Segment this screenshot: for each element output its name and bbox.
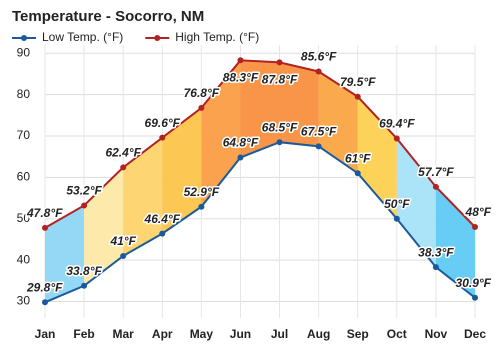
data-point — [81, 282, 88, 289]
data-point — [198, 203, 205, 210]
value-label: 29.8°F — [26, 280, 63, 294]
series-line — [44, 59, 476, 229]
y-tick-label: 60 — [17, 170, 31, 184]
value-label: 47.8°F — [26, 206, 63, 220]
x-tick-label: Nov — [425, 327, 448, 341]
y-tick-label: 80 — [17, 87, 31, 101]
x-tick-label: Oct — [387, 327, 407, 341]
value-label: 69.6°F — [145, 116, 181, 130]
range-band — [318, 71, 358, 174]
legend-marker — [154, 35, 161, 41]
data-point — [315, 143, 322, 150]
data-point — [42, 224, 48, 231]
value-label: 85.6°F — [301, 50, 337, 64]
y-tick-label: 90 — [17, 45, 31, 59]
range-band — [240, 60, 280, 158]
range-band — [123, 137, 163, 256]
x-tick-label: Mar — [113, 327, 135, 341]
value-label: 38.3°F — [418, 245, 454, 259]
x-tick-label: Apr — [152, 327, 173, 341]
value-label: 33.8°F — [66, 264, 102, 278]
legend-label: High Temp. (°F) — [175, 30, 259, 44]
y-tick-label: 50 — [17, 211, 31, 225]
series-line — [44, 141, 476, 304]
x-tick-label: Aug — [307, 327, 330, 341]
data-point — [237, 154, 244, 161]
data-point — [276, 59, 283, 66]
value-label: 76.8°F — [184, 86, 220, 100]
value-label: 69.4°F — [379, 117, 415, 131]
legend-label: Low Temp. (°F) — [42, 30, 123, 44]
y-tick-label: 30 — [17, 294, 31, 308]
range-band — [279, 62, 319, 147]
value-label: 30.9°F — [456, 276, 492, 290]
data-point — [472, 224, 478, 230]
data-point — [393, 135, 400, 142]
data-point — [159, 230, 166, 237]
x-tick-label: Jun — [230, 327, 251, 341]
x-tick-label: Jan — [35, 327, 56, 341]
range-band — [357, 96, 397, 219]
y-tick-label: 70 — [17, 128, 31, 142]
data-point — [432, 183, 439, 190]
x-tick-label: Dec — [464, 327, 486, 341]
value-label: 41°F — [109, 234, 136, 248]
value-label: 67.5°F — [301, 125, 337, 139]
x-tick-label: May — [190, 327, 214, 341]
value-label: 87.8°F — [262, 73, 298, 87]
data-point — [354, 93, 361, 100]
data-point — [42, 299, 48, 306]
data-point — [393, 215, 400, 222]
x-tick-label: Feb — [73, 327, 94, 341]
range-band — [396, 138, 436, 268]
value-label: 53.2°F — [66, 184, 102, 198]
value-label: 46.4°F — [144, 212, 181, 226]
data-point — [315, 68, 322, 75]
value-label: 48°F — [465, 205, 492, 219]
y-tick-label: 40 — [17, 252, 31, 266]
data-point — [472, 294, 478, 301]
data-point — [276, 139, 283, 146]
range-band — [45, 205, 85, 303]
data-point — [198, 104, 205, 111]
data-point — [120, 164, 127, 171]
data-point — [432, 264, 439, 271]
chart-title: Temperature - Socorro, NM — [12, 8, 204, 25]
range-band — [435, 186, 475, 298]
x-tick-label: Jul — [271, 327, 288, 341]
x-tick-label: Sep — [347, 327, 369, 341]
legend-marker — [21, 35, 27, 41]
data-point — [237, 57, 244, 64]
value-label: 62.4°F — [105, 146, 141, 160]
value-label: 50°F — [384, 197, 410, 211]
value-label: 52.9°F — [184, 185, 220, 199]
value-label: 64.8°F — [223, 136, 259, 150]
data-point — [354, 170, 361, 177]
value-label: 79.5°F — [340, 75, 376, 89]
data-point — [159, 134, 166, 141]
data-point — [81, 202, 88, 209]
value-label: 57.7°F — [418, 165, 454, 179]
data-point — [120, 252, 127, 259]
value-label: 61°F — [345, 151, 371, 165]
range-band — [162, 107, 202, 234]
value-label: 88.3°F — [223, 70, 259, 84]
value-label: 68.5°F — [262, 120, 298, 134]
